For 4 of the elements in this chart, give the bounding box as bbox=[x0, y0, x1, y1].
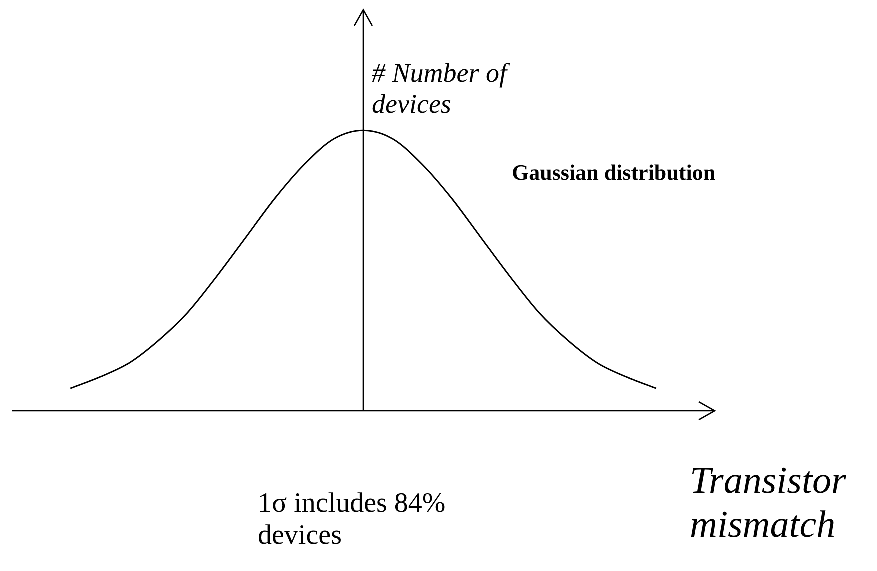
y-axis-title: # Number of devices bbox=[372, 58, 511, 120]
x-axis-title: Transistor mismatch bbox=[690, 460, 848, 548]
annotation: Gaussian distribution bbox=[512, 160, 716, 186]
text: 1σ includes 84% devices bbox=[258, 488, 447, 552]
